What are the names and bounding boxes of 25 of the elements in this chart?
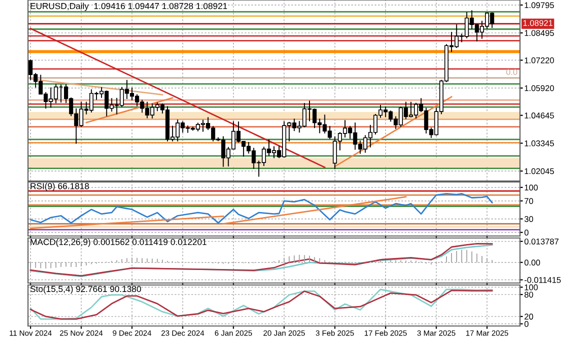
y-tick-label: 1.04645 <box>524 112 554 118</box>
y-tick-label: 100 <box>524 284 538 290</box>
y-tick-label: 30 <box>524 216 534 222</box>
ref-line-label: 1.08921 <box>523 20 552 26</box>
y-tick-label: 80 <box>524 292 534 298</box>
chart-title: EURUSD,Daily 1.09416 1.09447 1.08728 1.08921 <box>30 2 228 11</box>
y-tick-label: 70 <box>524 198 534 204</box>
chart-title: Sto(15,5,4) 92.7661 90.1380 <box>30 286 142 294</box>
annotation: 0.0 <box>506 69 518 75</box>
y-tick-label: 0 <box>524 230 528 236</box>
line-series <box>30 193 493 224</box>
y-tick-label: 0.013787 <box>524 238 559 244</box>
y-tick-label: 1.07220 <box>524 57 554 64</box>
y-tick-label: -0.011415 <box>524 277 561 283</box>
y-tick-label: 0 <box>524 321 528 327</box>
y-tick-label: 100 <box>524 184 538 190</box>
y-tick-label: 0.00 <box>524 260 540 266</box>
y-tick-label: 1.02045 <box>524 168 554 174</box>
chart-title: RSI(9) 66.1818 <box>30 182 89 191</box>
y-tick-label: 1.09795 <box>524 2 554 8</box>
y-tick-label: 20 <box>524 314 534 320</box>
y-tick-label: 1.05920 <box>524 85 554 92</box>
y-tick-label: 1.08495 <box>524 30 554 36</box>
y-tick-label: 1.03345 <box>524 140 554 146</box>
chart-title: MACD(12,26,9) 0.001562 0.011419 0.012201 <box>30 238 206 247</box>
